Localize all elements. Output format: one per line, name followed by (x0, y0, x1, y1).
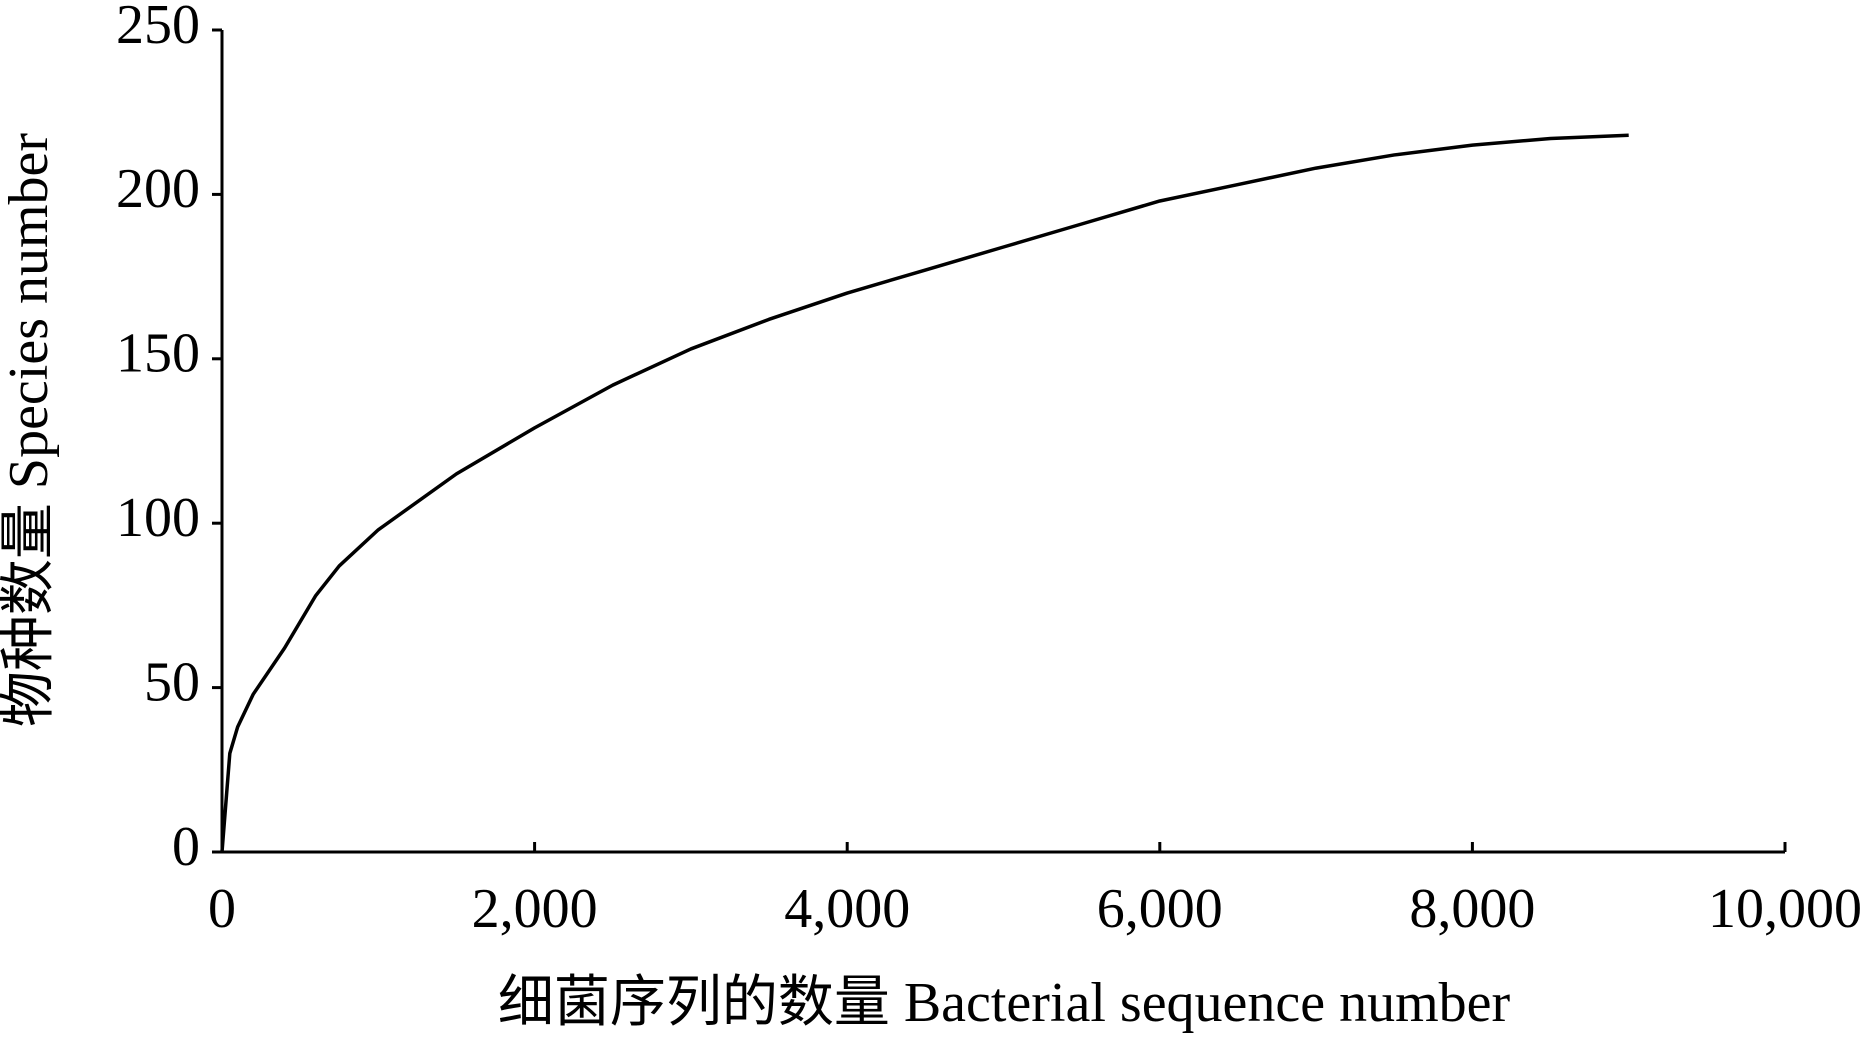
y-axis-label: 物种数量 Species number (0, 133, 60, 727)
y-tick-label: 100 (116, 487, 200, 549)
y-tick-label: 200 (116, 158, 200, 220)
x-tick-label: 4,000 (784, 878, 910, 940)
y-tick-label: 50 (144, 651, 200, 713)
y-tick-label: 250 (116, 0, 200, 56)
x-tick-label: 6,000 (1097, 878, 1223, 940)
x-tick-label: 0 (208, 878, 236, 940)
x-tick-label: 2,000 (472, 878, 598, 940)
y-tick-label: 150 (116, 323, 200, 385)
x-tick-label: 10,000 (1708, 878, 1862, 940)
line (220, 133, 1629, 853)
y-tick-label: 0 (172, 816, 200, 878)
x-tick-label: 8,000 (1409, 878, 1535, 940)
x-axis-label: 细菌序列的数量 Bacterial sequence number (498, 972, 1511, 1034)
